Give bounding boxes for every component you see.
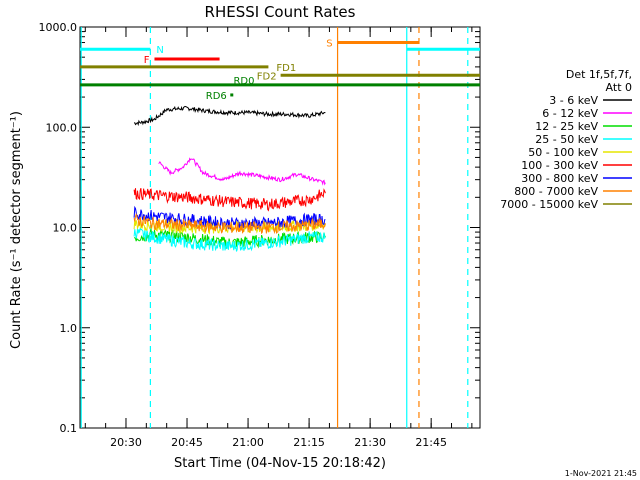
legend-label: 7000 - 15000 keV [500,198,598,211]
legend-label: 12 - 25 keV [535,120,598,133]
annotation-label: S [326,39,332,50]
x-tick-label: 21:45 [415,436,447,449]
y-tick-label: 1000.0 [39,21,78,34]
annotation-label: N [156,45,163,56]
y-axis-label: Count Rate (s⁻¹ detector segment⁻¹) [9,111,24,349]
x-tick-label: 21:00 [232,436,264,449]
x-tick-label: 21:15 [293,436,325,449]
annotation-label: RD6 [206,91,227,102]
series-line [133,213,326,235]
series-line [158,157,326,186]
chart-title: RHESSI Count Rates [205,3,356,21]
legend-label: 6 - 12 keV [542,107,598,120]
annotation-label: FD2 [257,71,277,82]
y-tick-label: 0.1 [60,422,78,435]
x-tick-label: 21:30 [354,436,386,449]
series-line [133,105,326,127]
legend-label: 3 - 6 keV [549,94,598,107]
legend-header: Att 0 [606,81,632,94]
legend-header: Det 1f,5f,7f, [566,68,632,81]
vertical-markers [80,27,469,428]
y-tick-label: 10.0 [53,222,78,235]
annotation-label: FD1 [276,63,296,74]
series-line [133,226,326,252]
legend-label: 100 - 300 keV [521,159,598,172]
x-tick-label: 20:45 [171,436,203,449]
legend-label: 300 - 800 keV [521,172,598,185]
plot-frame: 0.1 1.0 10.0 100.0 1000.0 20:30 20:45 21:00 21:1… [39,21,481,449]
annotation-dot [230,93,234,97]
x-tick-label: 20:30 [110,436,142,449]
annotation-label: RD0 [233,76,254,87]
x-axis-label: Start Time (04-Nov-15 20:18:42) [174,456,386,471]
series-lines [133,105,326,252]
legend-label: 800 - 7000 keV [514,185,598,198]
y-tick-label: 100.0 [46,121,78,134]
annotation-label: F [144,55,150,66]
legend-label: 50 - 100 keV [528,146,598,159]
y-tick-label: 1.0 [60,322,78,335]
series-line [133,188,326,212]
legend-label: 25 - 50 keV [535,133,598,146]
footer-timestamp: 1-Nov-2021 21:45 [565,469,637,478]
